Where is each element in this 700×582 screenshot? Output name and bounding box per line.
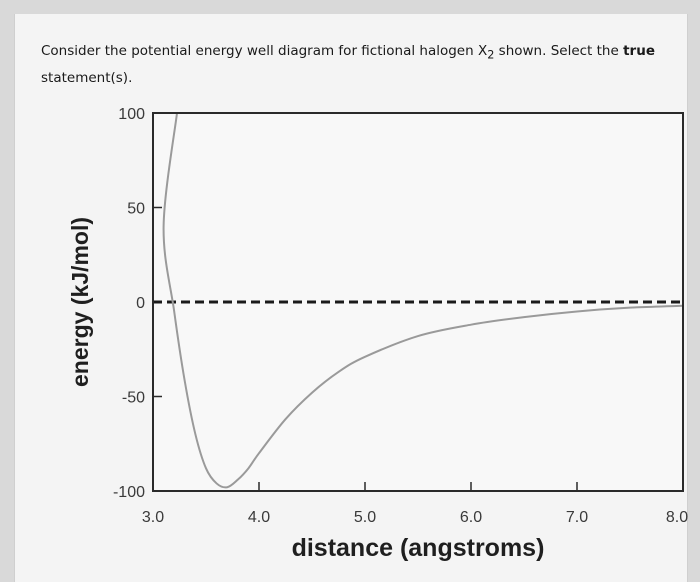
x-tick-label: 3.0 [142, 509, 164, 526]
x-tick-label: 6.0 [460, 509, 482, 526]
x-axis-ticks: 3.0 4.0 5.0 6.0 7.0 8.0 [142, 482, 688, 526]
x-tick-label: 7.0 [566, 509, 588, 526]
y-tick-label: 0 [136, 295, 145, 312]
y-axis-ticks: 100 50 0 -50 -100 [113, 106, 162, 501]
y-tick-label: 100 [118, 106, 145, 123]
x-tick-label: 5.0 [354, 509, 376, 526]
y-axis-label: energy (kJ/mol) [67, 217, 93, 387]
y-tick-label: 50 [127, 201, 145, 218]
y-tick-label: -100 [113, 484, 145, 501]
plot-border [152, 112, 684, 492]
x-tick-label: 4.0 [248, 509, 270, 526]
potential-energy-curve [162, 112, 684, 489]
x-axis-label: distance (angstroms) [292, 534, 545, 562]
x-tick-label: 8.0 [666, 509, 688, 526]
y-tick-label: -50 [122, 390, 145, 407]
question-text: Consider the potential energy well diagr… [41, 43, 655, 86]
